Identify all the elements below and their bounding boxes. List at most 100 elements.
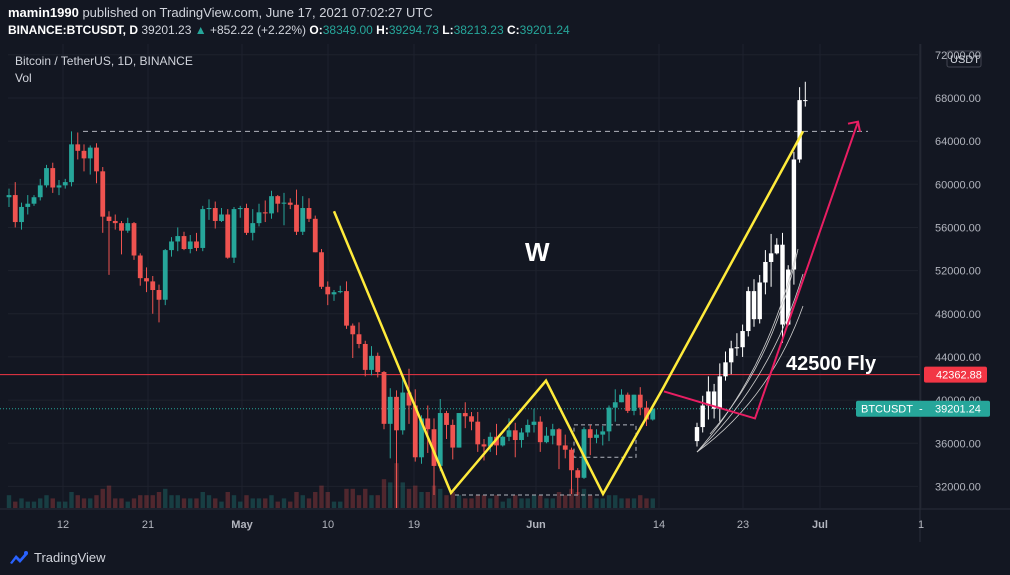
volume-bar xyxy=(163,488,168,508)
projection-candle-body xyxy=(694,427,700,442)
volume-bar xyxy=(469,498,474,508)
volume-bar xyxy=(594,498,599,508)
candle-body xyxy=(194,241,199,248)
candle-body xyxy=(450,424,456,448)
volume-bar xyxy=(638,495,643,508)
volume-bar xyxy=(538,495,543,508)
volume-bar xyxy=(194,498,199,508)
price-axis-tick: 52000.00 xyxy=(935,266,981,278)
chart-area[interactable]: Bitcoin / TetherUS, 1D, BINANCE Vol USDT W 4… xyxy=(0,44,1010,542)
candle-body xyxy=(456,413,462,448)
candle-body xyxy=(69,144,74,183)
candle-body xyxy=(650,408,656,420)
volume-bar xyxy=(38,498,43,508)
candle-body xyxy=(156,290,162,300)
candle-body xyxy=(394,396,399,431)
candle-body xyxy=(275,196,281,204)
candle-body xyxy=(75,144,81,151)
volume-bar xyxy=(69,492,74,508)
volume-bar xyxy=(388,482,393,508)
footer-brand[interactable]: TradingView xyxy=(34,550,106,565)
candle-body xyxy=(31,197,37,204)
volume-bar xyxy=(63,501,68,508)
candle-body xyxy=(144,278,149,282)
price-chart[interactable]: Bitcoin / TetherUS, 1D, BINANCE Vol USDT W 4… xyxy=(0,44,1010,542)
candle-body xyxy=(375,355,381,373)
candle-body xyxy=(575,470,581,478)
volume-bar xyxy=(88,498,93,508)
candle-body xyxy=(625,394,631,411)
candle-body xyxy=(344,291,349,326)
candle-body xyxy=(562,445,568,450)
projection-fan-line[interactable] xyxy=(709,248,799,435)
volume-bar xyxy=(531,495,537,508)
candle-body xyxy=(25,203,31,207)
w-pattern-label: W xyxy=(525,237,550,267)
candle-body xyxy=(287,202,293,205)
candle-body xyxy=(44,168,49,186)
volume-bar xyxy=(644,498,649,508)
volume-bar xyxy=(475,495,480,508)
price-axis-tick: 72000.00 xyxy=(935,50,981,62)
candle-body xyxy=(169,241,174,251)
candle-body xyxy=(19,206,24,223)
candle-body xyxy=(412,405,418,458)
candle-body xyxy=(350,325,356,335)
price-axis-tick: 64000.00 xyxy=(935,136,981,148)
volume-bar xyxy=(56,501,62,508)
volume-bar xyxy=(256,498,262,508)
candle-body xyxy=(131,223,137,256)
volume-bar xyxy=(581,488,587,508)
volume-bar xyxy=(81,498,87,508)
projection-candle-body xyxy=(786,269,791,325)
time-axis-tick: 10 xyxy=(322,519,334,531)
candle-body xyxy=(556,429,562,446)
candle-body xyxy=(281,202,287,204)
candle-body xyxy=(244,208,249,233)
projection-fan-line[interactable] xyxy=(696,305,804,453)
pink-projection-line[interactable] xyxy=(663,121,859,420)
candle-body xyxy=(81,150,87,159)
volume-bar xyxy=(431,485,437,508)
projection-candle-body xyxy=(757,282,762,320)
volume-bar xyxy=(169,495,174,508)
volume-bar xyxy=(125,501,130,508)
candle-body xyxy=(225,214,231,258)
candle-body xyxy=(619,394,624,403)
volume-bar xyxy=(31,501,37,508)
publish-line: mamin1990 published on TradingView.com, … xyxy=(8,5,433,20)
projection-candle-body xyxy=(729,348,734,363)
candle-body xyxy=(306,208,312,219)
projection-candle-body xyxy=(780,244,785,325)
candle-body xyxy=(644,407,649,420)
volume-bar xyxy=(319,485,324,508)
range-dashed-box[interactable] xyxy=(573,424,637,458)
volume-bar xyxy=(244,495,249,508)
candle-body xyxy=(150,281,156,291)
volume-bar xyxy=(350,488,355,508)
candle-body xyxy=(237,208,243,210)
volume-bar xyxy=(606,495,612,508)
author[interactable]: mamin1990 xyxy=(8,5,79,20)
volume-bar xyxy=(288,501,293,508)
candle-body xyxy=(56,185,62,188)
volume-bar xyxy=(6,495,12,508)
candle-body xyxy=(12,195,18,223)
volume-bar xyxy=(425,492,430,508)
volume-bar xyxy=(619,498,624,508)
projection-candle-body xyxy=(774,244,779,254)
ohlc-line: BINANCE:BTCUSDT, D 39201.23 ▲ +852.22 (+… xyxy=(8,23,570,37)
projection-fan-line[interactable] xyxy=(696,253,797,453)
candle-body xyxy=(312,218,318,253)
time-axis-tick: 12 xyxy=(57,519,69,531)
symbol-price-tag-value: 39201.24 xyxy=(935,404,981,416)
volume-bar xyxy=(613,495,618,508)
projection-fan-line[interactable] xyxy=(696,273,804,453)
volume-bar xyxy=(406,488,412,508)
volume-bar xyxy=(344,488,349,508)
volume-bar xyxy=(500,501,505,508)
yellow-pattern-line[interactable] xyxy=(332,130,805,497)
projection-candle-body xyxy=(706,391,711,406)
candle-body xyxy=(387,396,393,424)
candle-body xyxy=(6,195,12,198)
